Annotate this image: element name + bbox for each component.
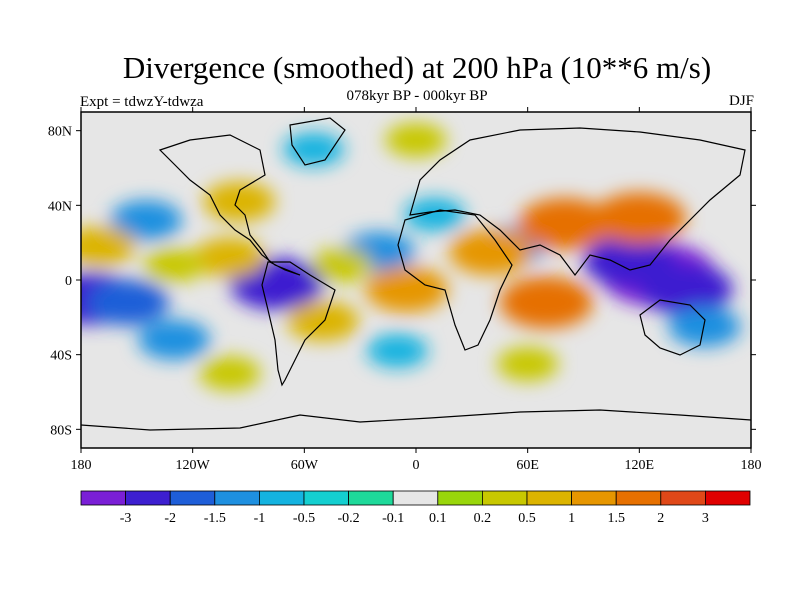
colorbar-swatch	[169, 490, 216, 506]
colorbar-label: 1.5	[607, 511, 625, 526]
field-blob	[193, 237, 266, 278]
field-blob	[81, 226, 136, 267]
lat-tick-label: 80N	[48, 125, 72, 140]
colorbar-label: -3	[120, 511, 132, 526]
field-blob	[668, 306, 741, 347]
lon-tick-label: 0	[413, 458, 420, 473]
colorbar-swatch	[258, 490, 305, 506]
field-blob	[366, 333, 428, 368]
colorbar-swatch	[526, 490, 572, 506]
field-blob	[110, 200, 183, 241]
field-blob	[138, 319, 211, 360]
colorbar-label: -0.5	[293, 511, 315, 526]
field-blob	[365, 266, 449, 313]
colorbar-swatch	[615, 490, 662, 506]
field-blob	[449, 229, 532, 275]
lon-tick-label: 180	[741, 458, 762, 473]
colorbar-label: 1	[568, 511, 575, 526]
coast-antarctica	[81, 409, 751, 431]
lat-tick-label: 0	[65, 274, 72, 289]
colorbar-label: 0.5	[518, 511, 536, 526]
colorbar-label: -2	[164, 511, 176, 526]
colorbar-swatch	[481, 490, 528, 506]
lon-tick-label: 60E	[516, 458, 539, 473]
coastlines	[81, 117, 751, 431]
field-blob	[639, 263, 733, 316]
colorbar-label: -0.1	[382, 511, 404, 526]
colorbar-label: -1	[254, 511, 266, 526]
field-blob	[143, 248, 205, 283]
field-blob	[404, 197, 466, 232]
coast-greenland	[289, 117, 346, 166]
colorbar-swatch	[705, 490, 751, 506]
colorbar-swatch	[571, 490, 617, 506]
map-title: Divergence (smoothed) at 200 hPa (10**6 …	[122, 50, 712, 85]
coast-north-america	[158, 134, 301, 276]
colorbar-swatch	[125, 490, 171, 506]
colorbar-label: 3	[702, 511, 709, 526]
field-blob	[518, 198, 612, 250]
season-label: DJF	[728, 93, 754, 109]
field-blob	[497, 347, 559, 381]
lat-tick-label: 80S	[50, 423, 72, 438]
field-blob	[283, 132, 345, 167]
colorbar-label: 2	[657, 511, 664, 526]
coast-eurasia	[409, 127, 746, 276]
axis-ticks: 80N 40N 0 40S 80S 180 120W 60W 0 60E 120E 180	[48, 107, 762, 473]
lon-tick-label: 120W	[176, 458, 211, 473]
field-blob	[203, 181, 276, 222]
colorbar-swatch	[214, 490, 260, 506]
field-blob	[592, 192, 687, 245]
colorbar-label: -0.2	[338, 511, 360, 526]
lon-tick-label: 180	[71, 458, 92, 473]
field-blob	[310, 248, 373, 283]
colorbar-label: 0.2	[474, 511, 492, 526]
coast-south-america	[261, 261, 336, 387]
lat-tick-label: 40S	[50, 349, 72, 364]
divergence-field	[81, 112, 751, 448]
field-blob	[86, 279, 169, 326]
experiment-label: Expt = tdwzY-tdwza	[80, 94, 204, 110]
coast-africa	[397, 209, 513, 351]
lat-tick-label: 40N	[48, 199, 72, 214]
field-blob	[385, 123, 447, 157]
colorbar: -3 -2 -1.5 -1 -0.5 -0.2 -0.1 0.1 0.2 0.5 1 1.5 2 3	[80, 490, 751, 526]
field-blob	[499, 276, 594, 329]
field-blob	[286, 301, 359, 342]
colorbar-label: -1.5	[204, 511, 226, 526]
colorbar-swatch	[437, 490, 483, 506]
map-subtitle: 078kyr BP - 000kyr BP	[346, 88, 488, 104]
colorbar-swatch	[348, 490, 394, 506]
lon-tick-label: 60W	[291, 458, 319, 473]
colorbar-label: 0.1	[429, 511, 447, 526]
coast-australia	[639, 299, 706, 356]
field-blob	[199, 356, 261, 391]
lon-tick-label: 120E	[625, 458, 655, 473]
colorbar-swatch	[392, 490, 439, 506]
colorbar-swatch	[303, 490, 349, 506]
colorbar-swatch	[660, 490, 706, 506]
colorbar-swatch	[80, 490, 126, 506]
